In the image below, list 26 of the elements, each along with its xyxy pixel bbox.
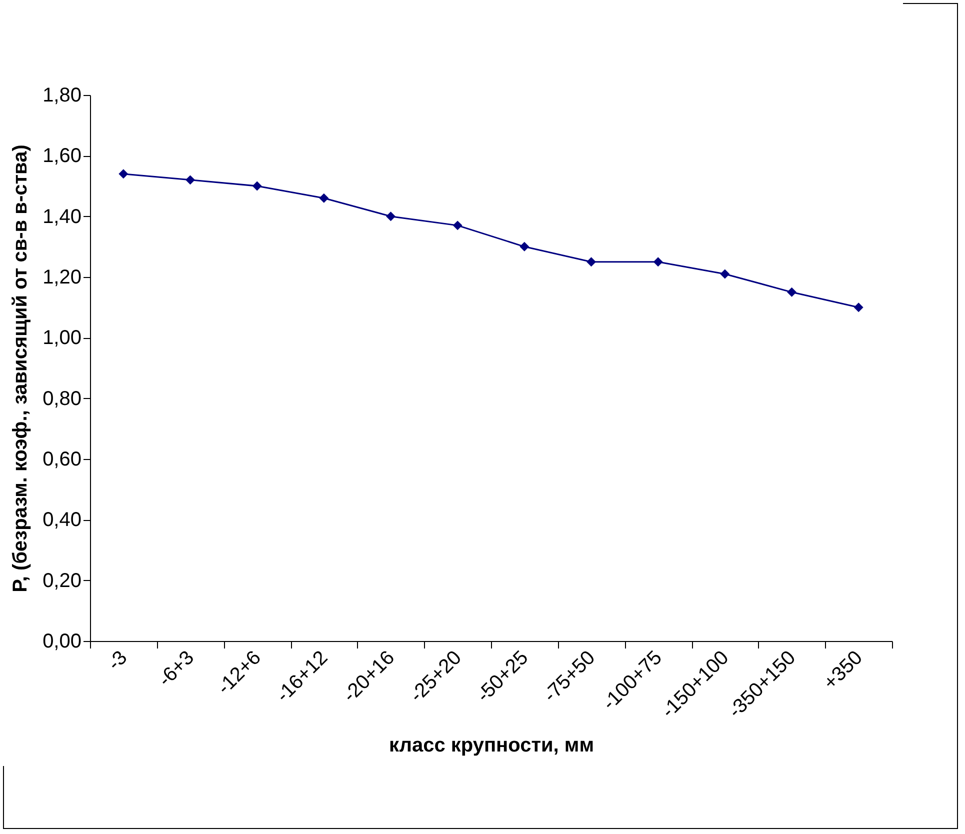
point [186,175,195,185]
y-tick-label: 1,40 [42,206,82,228]
y-axis-title: P, (безразм. коэф., зависящий от св-в в-ства) [10,144,32,592]
point [252,181,262,191]
y-tick-label: 1,20 [42,266,82,288]
x-tick-label: -3 [104,646,132,675]
point [319,193,329,203]
y-tick-label: 0,40 [42,509,82,532]
point [118,169,128,179]
y-tick-label: 1,60 [42,145,82,168]
x-tick-label: -6+3 [154,646,199,691]
y-tick-label: 0,20 [42,570,82,592]
y-tick-label: 1,00 [42,327,82,350]
y-tick-label: 1,80 [42,84,82,106]
point [854,302,864,312]
point [586,257,596,267]
point [720,269,730,279]
point [386,212,396,222]
point [653,257,663,267]
point [787,287,796,297]
y-tick-label: 0,60 [42,448,82,470]
point [452,220,462,230]
y-tick-label: 0,80 [42,388,82,410]
y-tick-label: 0,00 [42,630,82,652]
point [520,242,530,252]
x-axis-title: класс крупности, мм [389,734,594,757]
